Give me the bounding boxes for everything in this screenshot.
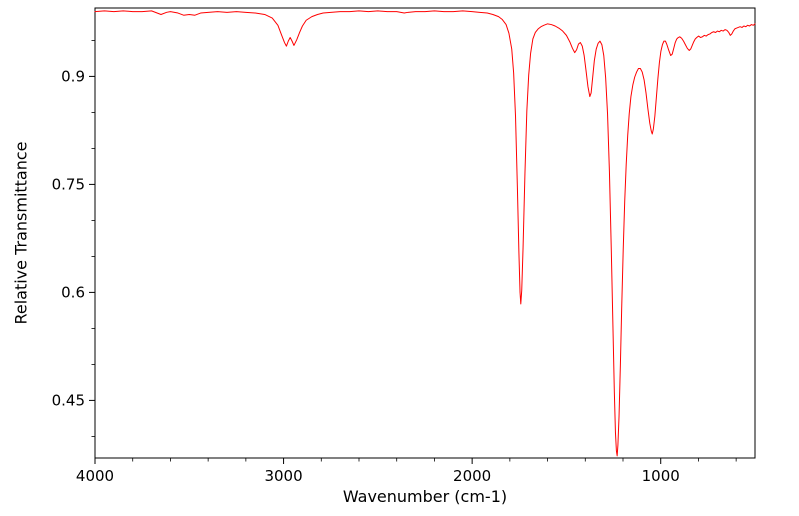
x-tick-label: 2000	[453, 467, 491, 485]
y-tick-label: 0.9	[61, 67, 85, 85]
spectrum-line	[94, 10, 756, 457]
x-tick-label: 4000	[76, 467, 114, 485]
y-tick-label: 0.45	[52, 391, 85, 409]
y-tick-label: 0.6	[61, 283, 85, 301]
y-axis-title: Relative Transmittance	[11, 141, 31, 325]
plot-border	[94, 7, 756, 459]
x-tick-label: 3000	[264, 467, 302, 485]
x-tick-label: 1000	[642, 467, 680, 485]
y-tick-label: 0.75	[52, 175, 85, 193]
x-axis-title: Wavenumber (cm-1)	[342, 487, 508, 506]
